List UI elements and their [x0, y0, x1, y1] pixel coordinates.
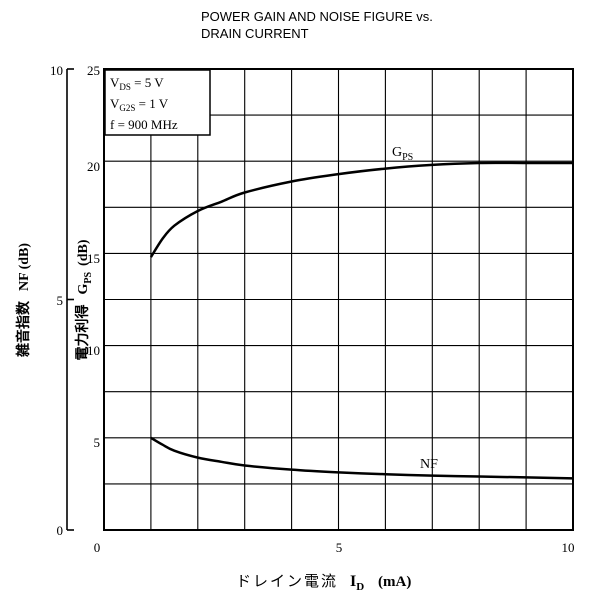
series-label-nf: NF	[420, 457, 438, 472]
x-axis-label-unit: (mA)	[378, 574, 411, 590]
nf-axis-label-text: 雑音指数NF (dB)	[15, 243, 32, 358]
x-tick-label-10: 10	[562, 540, 575, 555]
gps-tick-label-15: 15	[87, 251, 100, 266]
x-tick-label-5: 5	[336, 540, 343, 555]
nf-tick-label-0: 0	[57, 523, 64, 538]
series-label-gps: GPS	[392, 145, 413, 163]
condition-vg2s: VG2S = 1 V	[110, 96, 169, 113]
x-axis-label: ドレイン電流 ID (mA)	[236, 572, 411, 593]
x-tick-label-0: 0	[94, 540, 101, 555]
x-axis-label-prefix: ドレイン電流	[236, 572, 338, 590]
gps-axis-label: 電力利得GPS(dB)	[74, 239, 94, 360]
chart-title-line1: POWER GAIN AND NOISE FIGURE vs.	[201, 9, 433, 24]
plot-frame	[103, 68, 574, 531]
chart-title-line2: DRAIN CURRENT	[201, 26, 309, 41]
gps-axis-label-text: 電力利得GPS(dB)	[74, 239, 94, 360]
series-line-nf	[150, 436, 574, 480]
gps-tick-label-5: 5	[94, 435, 101, 450]
nf-axis-label: 雑音指数NF (dB)	[15, 243, 32, 358]
condition-vds: VDS = 5 V	[110, 75, 164, 92]
x-axis-label-symbol: ID	[350, 573, 364, 593]
grid	[104, 69, 573, 530]
condition-freq: f = 900 MHz	[110, 117, 178, 132]
series-line-gps	[149, 161, 573, 258]
conditions-box-frame	[104, 69, 211, 136]
gps-tick-label-10: 10	[87, 343, 100, 358]
conditions-box: VDS = 5 V VG2S = 1 V f = 900 MHz	[104, 69, 211, 136]
gps-tick-label-20: 20	[87, 159, 100, 174]
nf-tick-label-10: 10	[50, 63, 63, 78]
gps-tick-label-25: 25	[87, 63, 100, 78]
nf-tick-label-5: 5	[57, 293, 64, 308]
